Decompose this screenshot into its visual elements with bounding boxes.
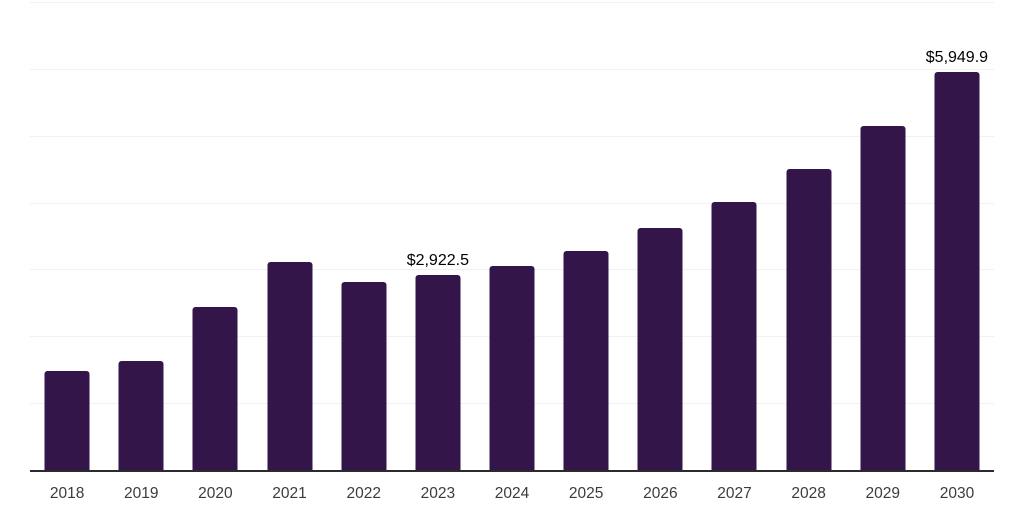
bar-band-2019 <box>104 2 178 470</box>
x-tick-label-2022: 2022 <box>346 485 381 502</box>
x-tick-label-2019: 2019 <box>123 485 159 502</box>
bar-2028[interactable] <box>786 168 832 470</box>
x-tick-label-2018: 2018 <box>49 485 85 502</box>
x-tick-label-2024: 2024 <box>494 485 530 502</box>
x-tick-label-2029: 2029 <box>865 485 901 502</box>
bar-band-2029 <box>846 2 920 470</box>
bar-2018[interactable] <box>44 371 90 470</box>
bar-band-2018 <box>30 2 104 470</box>
bar-2020[interactable] <box>192 306 238 470</box>
bar-2030[interactable] <box>934 72 980 470</box>
bar-band-2026 <box>623 2 697 470</box>
bar-band-2022 <box>327 2 401 470</box>
bar-2029[interactable] <box>860 125 906 470</box>
gridline <box>30 135 994 137</box>
value-label-2030: $5,949.9 <box>925 49 989 67</box>
gridline <box>30 68 994 70</box>
bar-2027[interactable] <box>711 201 757 470</box>
x-tick-label-2023: 2023 <box>420 485 456 502</box>
bar-band-2027 <box>697 2 771 470</box>
gridline <box>30 2 994 3</box>
bar-band-2024 <box>475 2 549 470</box>
bar-2024[interactable] <box>489 265 535 470</box>
bar-band-2021 <box>252 2 326 470</box>
gridline <box>30 202 994 204</box>
bar-band-2023: $2,922.5 <box>401 2 475 470</box>
plot-area: $2,922.5 $5,949.9 <box>30 2 994 472</box>
x-tick-label-2027: 2027 <box>717 485 752 502</box>
x-tick-label-2025: 2025 <box>568 485 604 502</box>
bar-2023[interactable] <box>415 274 461 470</box>
x-tick-label-2028: 2028 <box>791 485 826 502</box>
bar-band-2025 <box>549 2 623 470</box>
x-axis-line <box>30 470 994 472</box>
value-label-2023: $2,922.5 <box>406 251 469 269</box>
x-axis-tick-labels: 2018 2019 2020 2021 2022 2023 2024 2025 2026 2027… <box>30 483 994 505</box>
bar-band-2030: $5,949.9 <box>920 2 994 470</box>
bar-2019[interactable] <box>118 361 164 470</box>
bar-2022[interactable] <box>341 282 387 470</box>
x-tick-label-2030: 2030 <box>939 485 975 502</box>
bar-2021[interactable] <box>267 261 313 470</box>
bar-band-2028 <box>772 2 846 470</box>
x-tick-label-2020: 2020 <box>198 485 233 502</box>
bar-band-2020 <box>178 2 252 470</box>
x-tick-label-2021: 2021 <box>272 485 307 502</box>
bar-2026[interactable] <box>637 227 683 470</box>
bar-2025[interactable] <box>563 250 609 470</box>
x-tick-label-2026: 2026 <box>643 485 678 502</box>
